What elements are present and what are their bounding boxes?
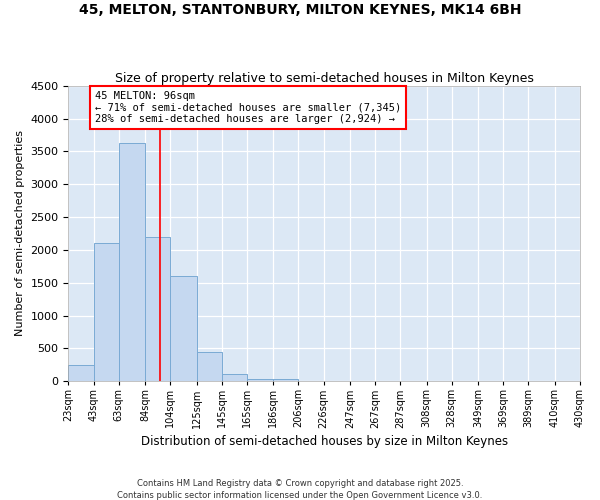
Bar — [119, 144, 145, 381]
Bar — [145, 236, 170, 381]
Bar — [197, 352, 222, 381]
X-axis label: Distribution of semi-detached houses by size in Milton Keynes: Distribution of semi-detached houses by … — [140, 434, 508, 448]
Bar — [222, 374, 247, 381]
Bar — [247, 378, 273, 381]
Text: Contains HM Land Registry data © Crown copyright and database right 2025.
Contai: Contains HM Land Registry data © Crown c… — [118, 478, 482, 500]
Title: Size of property relative to semi-detached houses in Milton Keynes: Size of property relative to semi-detach… — [115, 72, 533, 85]
Bar — [68, 365, 94, 381]
Text: 45, MELTON, STANTONBURY, MILTON KEYNES, MK14 6BH: 45, MELTON, STANTONBURY, MILTON KEYNES, … — [79, 2, 521, 16]
Bar — [273, 378, 298, 381]
Bar — [94, 244, 119, 381]
Bar — [170, 276, 197, 381]
Y-axis label: Number of semi-detached properties: Number of semi-detached properties — [15, 130, 25, 336]
Text: 45 MELTON: 96sqm
← 71% of semi-detached houses are smaller (7,345)
28% of semi-d: 45 MELTON: 96sqm ← 71% of semi-detached … — [95, 91, 401, 124]
